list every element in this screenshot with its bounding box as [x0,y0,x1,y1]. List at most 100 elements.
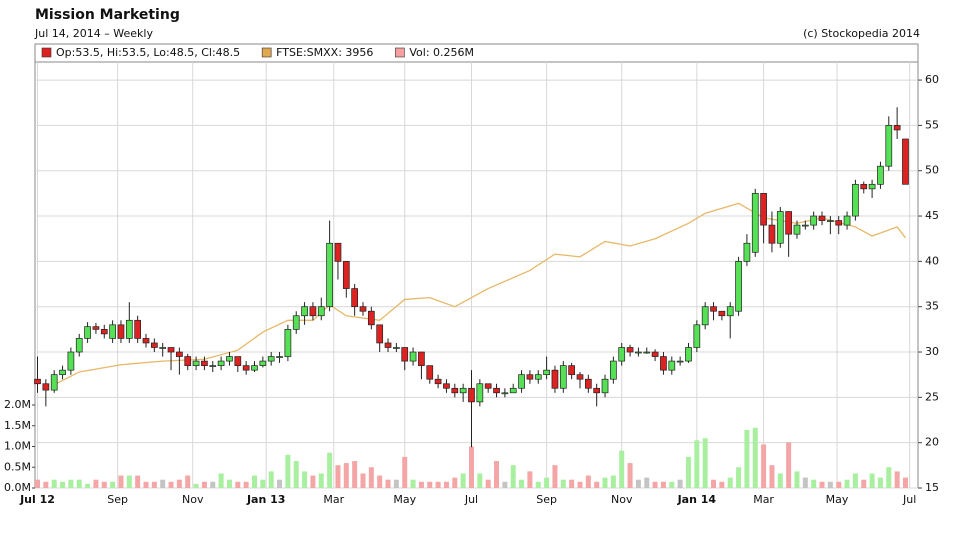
legend-swatch [41,47,52,58]
candle-body [309,306,317,317]
candle-body [743,242,751,262]
candle-body [543,369,550,376]
vol-tick-label: 1.5M [4,419,31,432]
candle-body [34,378,41,385]
volume-bar [410,479,416,488]
y-tick-label: 30 [925,345,939,358]
candle-body [401,347,409,362]
volume-bar [377,475,383,488]
x-tick-label: Jul 12 [19,493,55,506]
volume-bar [277,479,283,488]
candle-body [668,360,676,371]
legend-label: FTSE:SMXX: 3956 [276,46,373,59]
candle-body [142,338,150,344]
candle-body [468,387,475,403]
volume-bar [427,481,433,488]
candle-body [42,383,50,391]
candle-body [292,315,300,330]
candle-body [810,215,818,226]
y-tick-label: 15 [925,481,939,494]
candle-body [835,220,843,226]
volume-bar [318,473,324,488]
volume-bar [552,465,558,488]
candle-body [184,356,192,366]
candle-body [384,342,392,348]
volume-bar [452,477,458,488]
x-tick-label: May [826,493,849,506]
volume-bar [585,475,591,488]
volume-bar [93,479,99,488]
volume-bar [135,475,141,488]
candle-body [885,125,893,167]
volume-bar [60,481,66,488]
candle-body [418,351,425,366]
vol-tick-label: 1.0M [4,440,31,453]
candle-body [760,193,767,226]
volume-bar [711,479,717,488]
volume-bar [151,481,157,488]
candle-body [376,324,384,344]
candle-body [326,242,333,308]
volume-bar [385,479,391,488]
candle-body [868,183,876,190]
candle-body [251,365,258,371]
legend-label: Vol: 0.256M [409,46,474,59]
y-tick-label: 25 [925,390,939,403]
volume-bar [477,473,483,488]
volume-bar [251,475,257,488]
x-tick-label: Jul [902,493,916,506]
volume-bar [160,479,166,488]
volume-bar [610,475,616,488]
candle-body [92,326,100,330]
candle-body [234,356,242,366]
subtitle: Jul 14, 2014 – Weekly [34,27,153,40]
y-tick-label: 55 [925,118,939,131]
candle-body [459,387,467,394]
volume-bar [627,463,633,488]
volume-bar [126,475,132,488]
candle-body [359,306,367,312]
x-tick-label: Nov [182,493,204,506]
volume-bar [243,481,249,488]
volume-bar [819,481,825,488]
candle-body [443,383,450,389]
volume-bar [176,479,182,488]
candle-body [301,306,308,317]
volume-bar [811,479,817,488]
volume-bar [727,477,733,488]
candle-body [701,306,709,326]
volume-bar [193,483,199,488]
volume-bar [544,477,550,488]
candle-body [125,319,133,339]
volume-bar [852,473,858,488]
volume-bar [68,479,74,488]
volume-bar [644,477,650,488]
candle-body [150,342,158,348]
chart-title: Mission Marketing [35,7,180,23]
candle-body [768,224,776,244]
candle-body [242,365,250,371]
candle-body [426,365,434,380]
vol-tick-label: 0.0M [4,481,31,494]
volume-bar [485,479,491,488]
volume-bar [660,481,666,488]
volume-bar [694,440,700,488]
legend-swatch [261,47,272,58]
volume-bar [777,473,783,488]
volume-bar [769,465,775,488]
x-tick-label: Sep [536,493,557,506]
volume-bar [669,481,675,488]
candle-body [50,374,58,391]
volume-bar [886,467,892,488]
candle-body [259,360,267,366]
candle-body [559,365,567,389]
candle-body [201,360,208,366]
volume-bar [794,471,800,488]
volume-bar [185,475,191,488]
candle-body [793,224,801,235]
vol-tick-label: 0.5M [4,460,31,473]
credit: (c) Stockopedia 2014 [803,27,920,40]
volume-bar [752,427,758,488]
volume-bar [869,473,875,488]
